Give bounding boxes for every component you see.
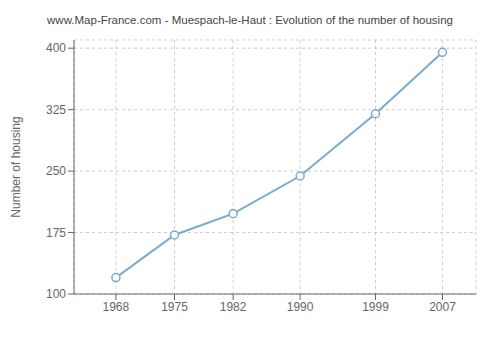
svg-text:1982: 1982 bbox=[220, 300, 247, 314]
svg-text:1975: 1975 bbox=[161, 300, 188, 314]
svg-text:250: 250 bbox=[46, 164, 66, 178]
svg-text:Number of housing: Number of housing bbox=[9, 116, 23, 217]
svg-text:1999: 1999 bbox=[362, 300, 389, 314]
svg-text:325: 325 bbox=[46, 103, 66, 117]
svg-text:1968: 1968 bbox=[103, 300, 130, 314]
svg-text:175: 175 bbox=[46, 226, 66, 240]
html-text:www.Map-France.com - Muespach-: www.Map-France.com - Muespach-le-Haut : … bbox=[47, 14, 453, 26]
svg-text:100: 100 bbox=[46, 287, 66, 301]
svg-text:400: 400 bbox=[46, 41, 66, 55]
svg-text:1990: 1990 bbox=[287, 300, 314, 314]
svg-text:2007: 2007 bbox=[429, 300, 456, 314]
